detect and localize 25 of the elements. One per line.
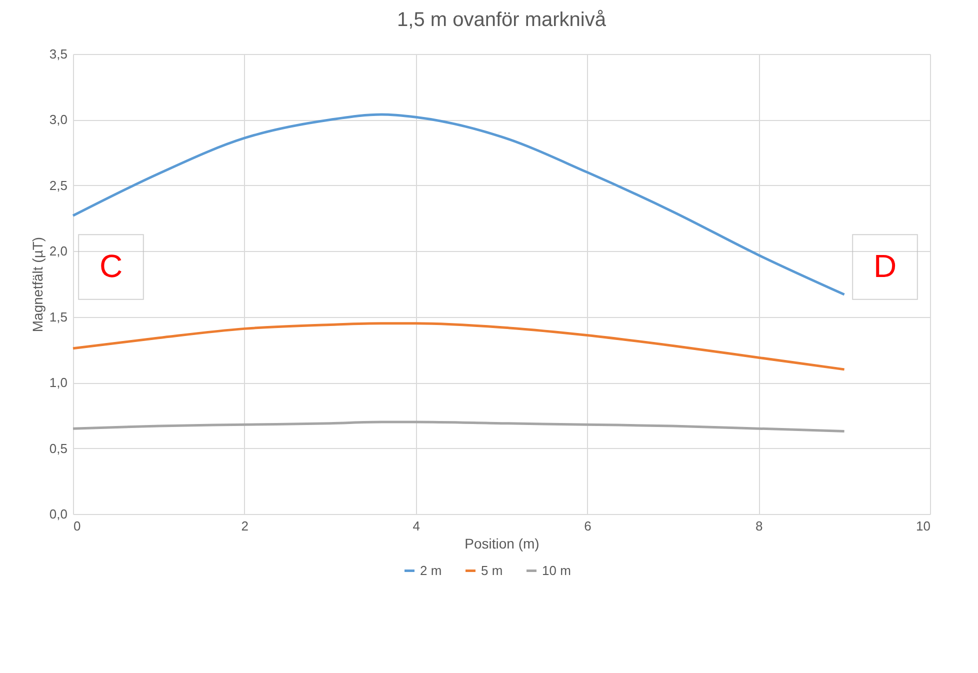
line-series <box>72 420 846 432</box>
y-tick-label: 2,5 <box>49 178 68 193</box>
y-tick-label: 2,0 <box>49 244 68 259</box>
line-series <box>72 113 846 296</box>
y-tick-label: 3,0 <box>49 112 68 128</box>
x-tick-label: 4 <box>412 518 420 534</box>
y-tick-label: 3,5 <box>49 46 68 62</box>
chart-title: 1,5 m ovanför marknivå <box>397 9 607 31</box>
line-series <box>72 322 846 371</box>
legend-label: 10 m <box>542 562 571 578</box>
y-axis-title: Magnetfält (µT) <box>29 236 46 332</box>
x-tick-label: 6 <box>584 518 592 534</box>
y-tick-label: 1,5 <box>49 309 68 324</box>
y-tick-label: 0,0 <box>49 506 68 522</box>
x-tick-label: 0 <box>74 518 81 534</box>
y-tick-label: 1,0 <box>49 375 68 390</box>
x-axis-title: Position (m) <box>464 536 540 552</box>
x-tick-label: 2 <box>241 518 249 534</box>
annotation: D <box>873 248 897 284</box>
annotation: C <box>99 248 123 284</box>
legend-label: 5 m <box>481 562 503 578</box>
y-tick-label: 0,5 <box>49 440 68 456</box>
x-tick-label: 8 <box>755 518 763 534</box>
x-tick-label: 10 <box>916 518 930 534</box>
legend-label: 2 m <box>420 562 442 578</box>
